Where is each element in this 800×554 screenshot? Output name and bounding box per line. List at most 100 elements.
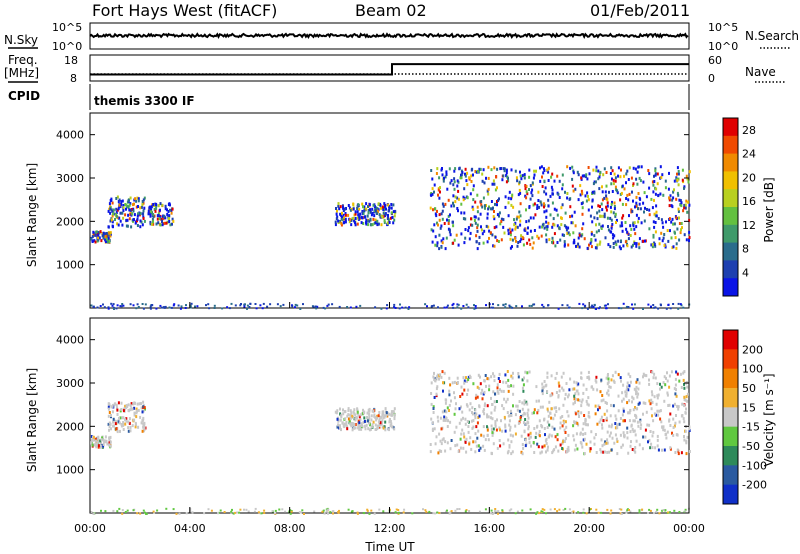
echo-pixel xyxy=(339,212,342,216)
echo-pixel xyxy=(460,173,463,177)
echo-pixel xyxy=(561,386,564,390)
echo-pixel xyxy=(677,177,680,181)
echo-pixel xyxy=(431,427,434,431)
echo-pixel xyxy=(629,380,632,384)
echo-pixel xyxy=(642,308,644,310)
echo-pixel xyxy=(466,171,469,175)
echo-pixel xyxy=(373,205,376,208)
echo-pixel xyxy=(507,201,510,205)
echo-pixel xyxy=(469,436,472,440)
echo-pixel xyxy=(655,402,658,406)
echo-pixel xyxy=(597,511,600,514)
echo-pixel xyxy=(128,417,131,421)
echo-pixel xyxy=(648,378,650,382)
echo-pixel xyxy=(385,307,388,310)
echo-pixel xyxy=(662,425,665,429)
echo-pixel xyxy=(391,215,394,219)
echo-pixel xyxy=(196,305,199,308)
echo-pixel xyxy=(91,443,94,447)
echo-pixel xyxy=(647,512,649,514)
echo-pixel xyxy=(666,393,669,397)
echo-pixel xyxy=(598,209,601,213)
echo-pixel xyxy=(576,389,579,393)
echo-pixel xyxy=(440,224,443,228)
echo-pixel xyxy=(626,169,629,173)
echo-pixel xyxy=(662,193,665,197)
echo-pixel xyxy=(574,224,577,228)
echo-pixel xyxy=(681,226,683,230)
echo-pixel xyxy=(503,415,506,419)
echo-pixel xyxy=(441,217,444,221)
echo-pixel xyxy=(509,428,512,432)
echo-pixel xyxy=(452,194,455,198)
echo-pixel xyxy=(589,447,592,451)
echo-pixel xyxy=(474,396,477,400)
echo-pixel xyxy=(543,417,546,421)
echo-pixel xyxy=(476,385,479,389)
echo-pixel xyxy=(568,306,570,309)
echo-pixel xyxy=(299,308,302,310)
echo-pixel xyxy=(579,440,582,444)
echo-pixel xyxy=(466,393,469,396)
echo-pixel xyxy=(535,169,537,173)
echo-pixel xyxy=(586,376,589,379)
echo-pixel xyxy=(653,225,656,229)
echo-pixel xyxy=(116,304,119,307)
echo-pixel xyxy=(464,228,467,231)
echo-pixel xyxy=(432,407,435,410)
echo-pixel xyxy=(617,239,620,243)
colorbar-tick-label: 100 xyxy=(742,363,763,376)
echo-pixel xyxy=(523,173,526,177)
echo-pixel xyxy=(475,393,478,397)
echo-pixel xyxy=(546,227,549,231)
echo-pixel xyxy=(601,394,604,397)
echo-pixel xyxy=(596,217,599,221)
echo-pixel xyxy=(463,435,466,439)
echo-pixel xyxy=(672,222,675,226)
echo-pixel xyxy=(127,199,130,202)
echo-pixel xyxy=(550,374,553,378)
echo-pixel xyxy=(475,170,478,174)
echo-pixel xyxy=(474,413,477,417)
echo-pixel xyxy=(638,176,641,180)
echo-pixel xyxy=(597,204,600,208)
echo-pixel xyxy=(648,438,651,442)
echo-pixel xyxy=(464,217,467,221)
echo-pixel xyxy=(487,192,490,196)
echo-pixel xyxy=(533,408,536,412)
echo-pixel xyxy=(467,378,470,382)
echo-pixel xyxy=(434,512,437,515)
echo-pixel xyxy=(488,384,491,388)
echo-pixel xyxy=(159,304,162,307)
echo-pixel xyxy=(459,395,462,398)
echo-pixel xyxy=(125,203,128,207)
echo-pixel xyxy=(110,208,113,212)
echo-pixel xyxy=(323,512,326,515)
echo-pixel xyxy=(386,221,389,225)
echo-pixel xyxy=(452,302,455,305)
echo-pixel xyxy=(152,220,154,224)
echo-pixel xyxy=(527,433,530,437)
echo-pixel xyxy=(127,205,130,209)
nsky-tick-high: 10^5 xyxy=(52,21,82,34)
echo-pixel xyxy=(117,223,120,227)
echo-pixel xyxy=(129,404,132,408)
echo-pixel xyxy=(378,508,381,511)
echo-pixel xyxy=(102,303,104,306)
echo-pixel xyxy=(675,216,678,220)
echo-pixel xyxy=(523,402,526,406)
echo-pixel xyxy=(676,404,679,408)
echo-pixel xyxy=(627,451,630,455)
echo-pixel xyxy=(524,184,527,188)
echo-pixel xyxy=(496,239,499,243)
x-tick-label: 00:00 xyxy=(74,522,106,535)
echo-pixel xyxy=(614,212,617,216)
echo-pixel xyxy=(446,425,449,428)
echo-pixel xyxy=(577,198,580,202)
echo-pixel xyxy=(278,508,281,511)
echo-pixel xyxy=(135,205,138,209)
echo-pixel xyxy=(368,421,370,425)
echo-pixel xyxy=(652,376,655,380)
echo-pixel xyxy=(645,374,648,378)
